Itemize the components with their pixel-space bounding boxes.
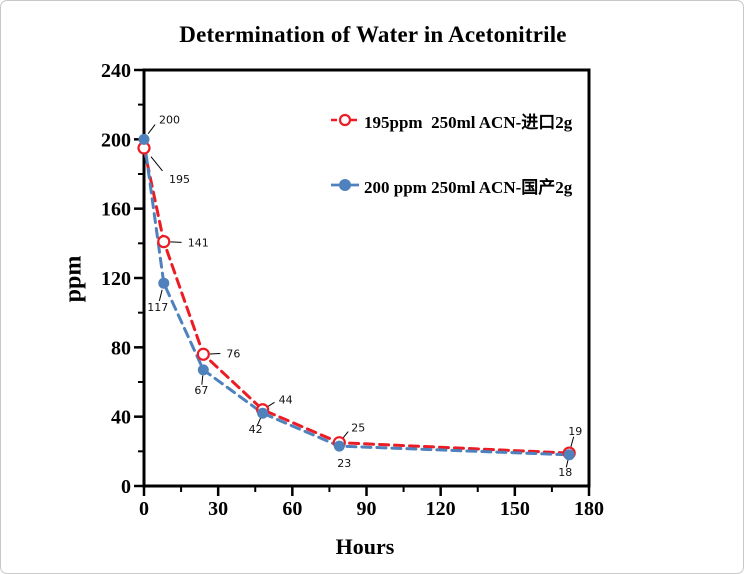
data-label-leader — [257, 417, 262, 426]
legend-item-domestic: 200 ppm 250ml ACN-国产2g — [331, 171, 572, 199]
data-point-label: 25 — [351, 422, 365, 435]
x-tick-label: 120 — [426, 498, 456, 520]
data-label-leader — [570, 436, 575, 448]
data-label-leader — [147, 124, 156, 135]
y-tick-label: 40 — [111, 407, 131, 429]
x-tick-label: 180 — [574, 498, 604, 520]
chart-title: Determination of Water in Acetonitrile — [179, 22, 567, 47]
data-label-leader — [266, 401, 275, 408]
data-point-label: 76 — [226, 347, 240, 360]
data-point-label: 44 — [279, 394, 293, 407]
x-tick-label: 0 — [139, 498, 149, 520]
data-point-series-1 — [563, 449, 575, 461]
solid-filled-circle-marker-icon — [331, 178, 359, 192]
y-tick-label: 120 — [101, 268, 131, 290]
data-point-series-1 — [333, 440, 345, 452]
data-label-leader — [201, 375, 204, 385]
data-label-leader — [150, 156, 163, 172]
data-point-series-1 — [138, 133, 150, 145]
x-tick-label: 60 — [282, 498, 302, 520]
data-point-label: 19 — [568, 425, 582, 438]
data-point-label: 195 — [169, 173, 190, 186]
legend-item-imported: 195ppm 250ml ACN-进口2g — [331, 106, 572, 134]
data-point-series-1 — [257, 407, 269, 419]
data-point-series-0 — [196, 347, 210, 361]
legend-label-domestic: 200 ppm 250ml ACN-国产2g — [364, 177, 573, 197]
x-tick-label: 90 — [357, 498, 377, 520]
x-tick-label: 150 — [500, 498, 530, 520]
y-tick-label: 160 — [101, 199, 131, 221]
data-label-leader — [342, 431, 349, 439]
y-tick-label: 200 — [101, 129, 131, 151]
series-line-0 — [142, 146, 571, 455]
data-point-series-0 — [157, 235, 171, 249]
data-point-label: 141 — [188, 237, 209, 250]
dashed-open-circle-marker-icon — [331, 113, 359, 127]
legend: 195ppm 250ml ACN-进口2g 200 ppm 250ml ACN-… — [331, 106, 572, 199]
y-tick-label: 0 — [121, 476, 131, 498]
data-point-label: 67 — [194, 384, 208, 397]
data-point-series-1 — [158, 277, 170, 289]
series-line-1 — [142, 137, 571, 457]
y-axis-title: ppm — [60, 255, 87, 303]
data-point-label: 18 — [558, 466, 572, 479]
data-point-series-1 — [197, 364, 209, 376]
data-point-label: 117 — [147, 301, 168, 314]
plot-border — [142, 68, 591, 488]
data-point-label: 42 — [249, 423, 263, 436]
data-label-leader — [158, 289, 163, 302]
y-tick-label: 80 — [111, 337, 131, 359]
data-label-leader — [565, 459, 569, 468]
data-point-label: 23 — [337, 457, 351, 470]
y-tick-label: 240 — [101, 60, 131, 82]
data-point-label: 200 — [159, 113, 180, 126]
x-axis-title: Hours — [335, 534, 395, 559]
legend-label-imported: 195ppm 250ml ACN-进口2g — [364, 112, 573, 132]
x-tick-label: 30 — [208, 498, 228, 520]
